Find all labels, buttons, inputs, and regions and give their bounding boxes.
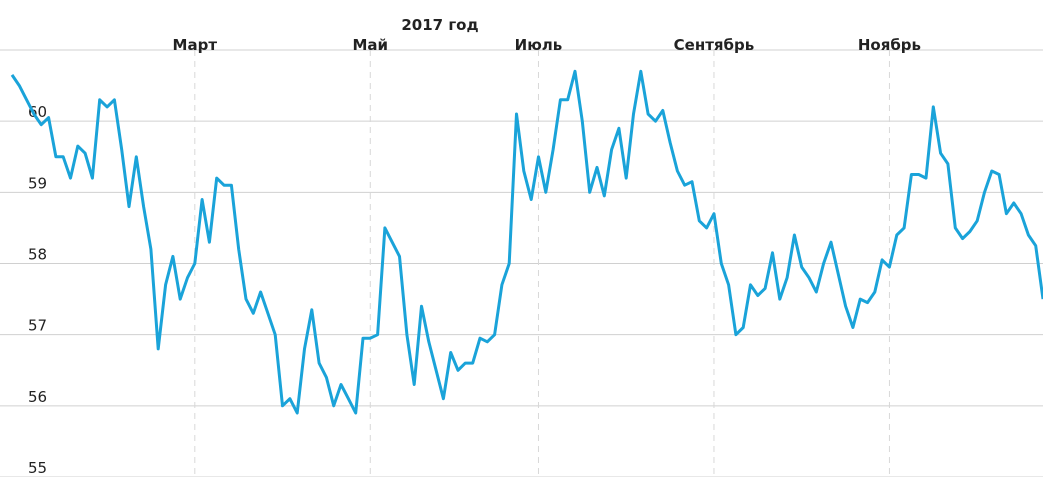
chart-title: 2017 год	[401, 16, 478, 34]
y-tick-label: 60	[28, 103, 47, 121]
x-tick-label: Июль	[515, 36, 563, 54]
data-line	[10, 69, 1043, 415]
x-tick-label: Сентябрь	[674, 36, 755, 54]
y-tick-label: 55	[28, 459, 47, 477]
x-tick-label: Март	[173, 36, 218, 54]
y-tick-label: 58	[28, 246, 47, 264]
y-tick-label: 59	[28, 174, 47, 192]
x-tick-label: Май	[353, 36, 389, 54]
y-tick-label: 57	[28, 317, 47, 335]
y-tick-label: 56	[28, 388, 47, 406]
x-tick-label: Ноябрь	[858, 36, 921, 54]
